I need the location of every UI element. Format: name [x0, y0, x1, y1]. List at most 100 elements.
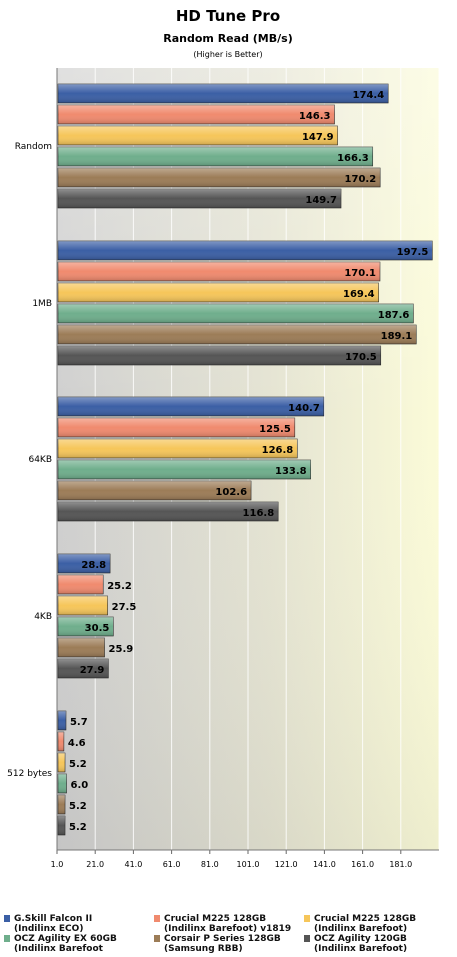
- x-tick-label: 41.0: [124, 860, 142, 869]
- category-label: 4KB: [34, 612, 52, 622]
- bar-value-label: 25.2: [107, 581, 132, 592]
- bar-shade: [58, 325, 417, 344]
- bar-shade: [58, 638, 105, 657]
- bar-value-label: 140.7: [288, 403, 320, 414]
- x-tick-label: 1.0: [51, 860, 64, 869]
- legend-label: Crucial M225 128GB: [164, 914, 267, 924]
- bar-shade: [58, 481, 252, 500]
- legend-item: Crucial M225 128GB (Indilinx Barefoot) v1…: [154, 914, 304, 934]
- bar-value-label: 25.9: [109, 644, 134, 655]
- legend-swatch: [304, 935, 310, 942]
- bar-shade: [58, 502, 279, 521]
- legend-label: Crucial M225 128GB: [314, 914, 417, 924]
- chart-title: HD Tune Pro: [176, 7, 280, 25]
- bar-value-label: 166.3: [337, 153, 369, 164]
- bar-value-label: 27.5: [112, 602, 137, 613]
- bar-shade: [58, 617, 114, 636]
- bar-shade: [58, 554, 111, 573]
- bar-value-label: 174.4: [353, 90, 385, 101]
- bar-shade: [58, 147, 373, 166]
- legend-label: (Indilinx Barefoot): [314, 944, 408, 954]
- category-label: 1MB: [32, 299, 52, 309]
- bar-shade: [58, 816, 66, 835]
- legend-swatch: [304, 915, 310, 922]
- bar-shade: [58, 189, 342, 208]
- legend-item: Crucial M225 128GB (Indilinx Barefoot): [304, 914, 454, 934]
- category-label: 64KB: [28, 455, 52, 465]
- bar-shade: [58, 659, 109, 678]
- bar-value-label: 28.8: [81, 560, 106, 571]
- bar-shade: [58, 304, 414, 323]
- legend-swatch: [4, 935, 10, 942]
- bar-shade: [58, 346, 381, 365]
- x-tick-label: 61.0: [163, 860, 181, 869]
- bar-shade: [58, 753, 66, 772]
- bar-value-label: 102.6: [215, 487, 247, 498]
- bar-value-label: 125.5: [259, 424, 291, 435]
- legend: G.Skill Falcon II (Indilinx ECO) Crucial M…: [4, 914, 454, 954]
- legend-item: OCZ Agility 120GB (Indilinx Barefoot): [304, 934, 454, 954]
- x-tick-label: 181.0: [389, 860, 412, 869]
- bar-shade: [58, 241, 433, 260]
- bar-shade: [58, 84, 389, 103]
- bar-value-label: 170.2: [345, 174, 377, 185]
- bar-shade: [58, 418, 295, 437]
- legend-label: (Indilinx ECO): [14, 924, 84, 934]
- x-tick-label: 81.0: [201, 860, 219, 869]
- x-tick-label: 21.0: [86, 860, 104, 869]
- bar-value-label: 30.5: [85, 623, 110, 634]
- bar-value-label: 147.9: [302, 132, 334, 143]
- bar-shade: [58, 168, 381, 187]
- bar-value-label: 27.9: [80, 665, 105, 676]
- x-tick-label: 161.0: [351, 860, 374, 869]
- legend-swatch: [154, 935, 160, 942]
- bar-shade: [58, 262, 380, 281]
- legend-label: OCZ Agility 120GB: [314, 934, 407, 944]
- bar-value-label: 4.6: [68, 738, 86, 749]
- legend-label: (Indilinx Barefoot): [314, 924, 408, 934]
- bar-value-label: 146.3: [299, 111, 331, 122]
- legend-label: (Indilinx Barefoot) v1819: [164, 924, 292, 934]
- legend-label: G.Skill Falcon II: [14, 914, 93, 924]
- chart-subtitle: Random Read (MB/s): [163, 32, 292, 45]
- bar-value-label: 170.5: [345, 352, 377, 363]
- legend-swatch: [4, 915, 10, 922]
- bar-value-label: 133.8: [275, 466, 307, 477]
- bar-shade: [58, 397, 324, 416]
- bar-shade: [58, 711, 66, 730]
- legend-label: (Samsung RBB): [164, 944, 243, 954]
- bar-shade: [58, 732, 64, 751]
- legend-item: OCZ Agility EX 60GB (Indilinx Barefoot: [4, 934, 154, 954]
- x-tick-label: 141.0: [313, 860, 336, 869]
- legend-label: Corsair P Series 128GB: [164, 934, 281, 944]
- bar-value-label: 187.6: [378, 310, 410, 321]
- bar-value-label: 126.8: [262, 445, 294, 456]
- bar-value-label: 116.8: [243, 508, 275, 519]
- bar-shade: [58, 126, 338, 145]
- bar-value-label: 189.1: [381, 331, 413, 342]
- legend-swatch: [154, 915, 160, 922]
- x-tick-label: 101.0: [237, 860, 260, 869]
- legend-label: OCZ Agility EX 60GB: [14, 934, 117, 944]
- legend-item: G.Skill Falcon II (Indilinx ECO): [4, 914, 154, 934]
- bar-value-label: 169.4: [343, 289, 375, 300]
- bar-shade: [58, 795, 66, 814]
- bar-value-label: 6.0: [71, 780, 89, 791]
- bar-value-label: 197.5: [397, 247, 429, 258]
- x-tick-label: 121.0: [275, 860, 298, 869]
- bar-value-label: 5.2: [69, 759, 87, 770]
- legend-label: (Indilinx Barefoot: [14, 944, 103, 954]
- legend-item: Corsair P Series 128GB (Samsung RBB): [154, 934, 304, 954]
- bar-shade: [58, 439, 298, 458]
- bar-shade: [58, 105, 335, 124]
- bar-value-label: 5.2: [69, 822, 87, 833]
- bar-shade: [58, 596, 108, 615]
- bar-value-label: 5.2: [69, 801, 87, 812]
- bar-value-label: 170.1: [344, 268, 376, 279]
- bar-shade: [58, 575, 104, 594]
- bar-shade: [58, 460, 311, 479]
- bar-shade: [58, 283, 379, 302]
- bar-value-label: 149.7: [305, 195, 337, 206]
- category-label: Random: [15, 142, 52, 152]
